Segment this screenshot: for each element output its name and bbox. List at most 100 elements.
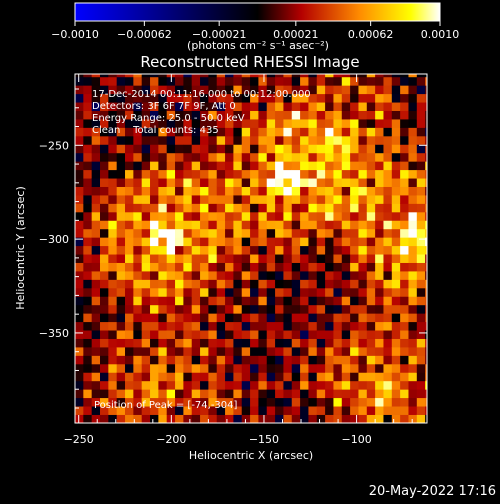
heatmap-cell [175,380,184,390]
heatmap-cell [158,254,168,263]
heatmap-cell [341,245,351,255]
heatmap-cell [108,119,118,128]
heatmap-cell [383,102,393,111]
heatmap-cell [83,135,93,145]
heatmap-cell [350,372,359,382]
heatmap-cell [275,414,284,423]
heatmap-cell [316,152,326,162]
heatmap-cell [125,102,134,111]
heatmap-cell [341,127,351,137]
heatmap-cell [133,152,143,162]
heatmap-cell [83,119,93,128]
heatmap-cell [133,76,143,86]
heatmap-cell [100,93,109,103]
heatmap-cell [308,389,318,399]
heatmap-cell [325,372,334,382]
heatmap-cell [166,110,176,120]
heatmap-cell [358,76,368,86]
heatmap-cell [225,110,234,120]
heatmap-cell [266,119,276,128]
heatmap-cell [391,397,401,407]
heatmap-cell [291,363,301,373]
heatmap-cell [275,152,284,162]
heatmap-cell [425,363,427,373]
heatmap-cell [250,414,259,423]
heatmap-cell [216,169,226,179]
heatmap-cell [191,102,201,111]
colorbar-units-label: (photons cm⁻² s⁻¹ asec⁻²) [187,39,329,52]
heatmap-cell [400,296,409,306]
heatmap-cell [241,220,251,230]
heatmap-cell [208,347,218,356]
heatmap-cell [133,406,143,415]
heatmap-cell [108,347,118,356]
heatmap-cell [391,102,401,111]
heatmap-cell [400,313,409,323]
heatmap-cell [400,245,409,255]
heatmap-cell [425,186,427,196]
heatmap-cell [75,102,84,111]
x-tick-label: −200 [156,433,186,446]
heatmap-cell [358,406,368,415]
annotation-clean-counts: Clean Total counts: 435 [92,125,219,136]
heatmap-cell [150,304,159,314]
heatmap-cell [250,262,259,272]
heatmap-cell [391,195,401,204]
heatmap-cell [350,254,359,263]
heatmap-cell [208,228,218,238]
heatmap-cell [350,237,359,247]
heatmap-cell [325,102,334,111]
heatmap-cell [366,144,376,154]
heatmap-cell [316,271,326,280]
heatmap-cell [216,76,226,86]
heatmap-cell [333,76,343,86]
heatmap-cell [266,152,276,162]
heatmap-cell [166,161,176,171]
heatmap-cell [200,152,209,162]
heatmap-cell [100,102,109,111]
heatmap-cell [400,74,409,78]
heatmap-cell [175,152,184,162]
heatmap-cell [83,338,93,348]
heatmap-cell [200,144,209,154]
heatmap-cell [416,271,426,280]
heatmap-cell [325,74,334,78]
heatmap-cell [150,228,159,238]
heatmap-cell [350,262,359,272]
heatmap-cell [275,262,284,272]
heatmap-cell [258,397,268,407]
heatmap-cell [375,135,384,145]
heatmap-cell [325,152,334,162]
heatmap-cell [408,76,418,86]
heatmap-cell [83,220,93,230]
heatmap-cell [383,397,393,407]
heatmap-cell [275,161,284,171]
heatmap-cell [150,161,159,171]
heatmap-cell [233,338,243,348]
heatmap-cell [191,76,201,86]
heatmap-cell [241,85,251,95]
heatmap-cell [183,135,193,145]
heatmap-cell [383,406,393,415]
heatmap-cell [308,245,318,255]
heatmap-cell [75,380,84,390]
heatmap-cell [308,161,318,171]
heatmap-cell [116,211,126,221]
heatmap-cell [308,347,318,356]
heatmap-cell [233,287,243,297]
heatmap-cell [150,178,159,187]
heatmap-cell [241,76,251,86]
heatmap-cell [91,380,101,390]
annotation-peak-position: Position of Peak = [-74,-304] [94,400,238,411]
heatmap-cell [358,74,368,78]
heatmap-cell [266,211,276,221]
heatmap-cell [91,169,101,179]
heatmap-cell [183,262,193,272]
heatmap-cell [341,347,351,356]
heatmap-cell [108,161,118,171]
heatmap-cell [91,135,101,145]
heatmap-cell [325,254,334,263]
heatmap-cell [383,262,393,272]
heatmap-cell [133,347,143,356]
heatmap-cell [241,161,251,171]
